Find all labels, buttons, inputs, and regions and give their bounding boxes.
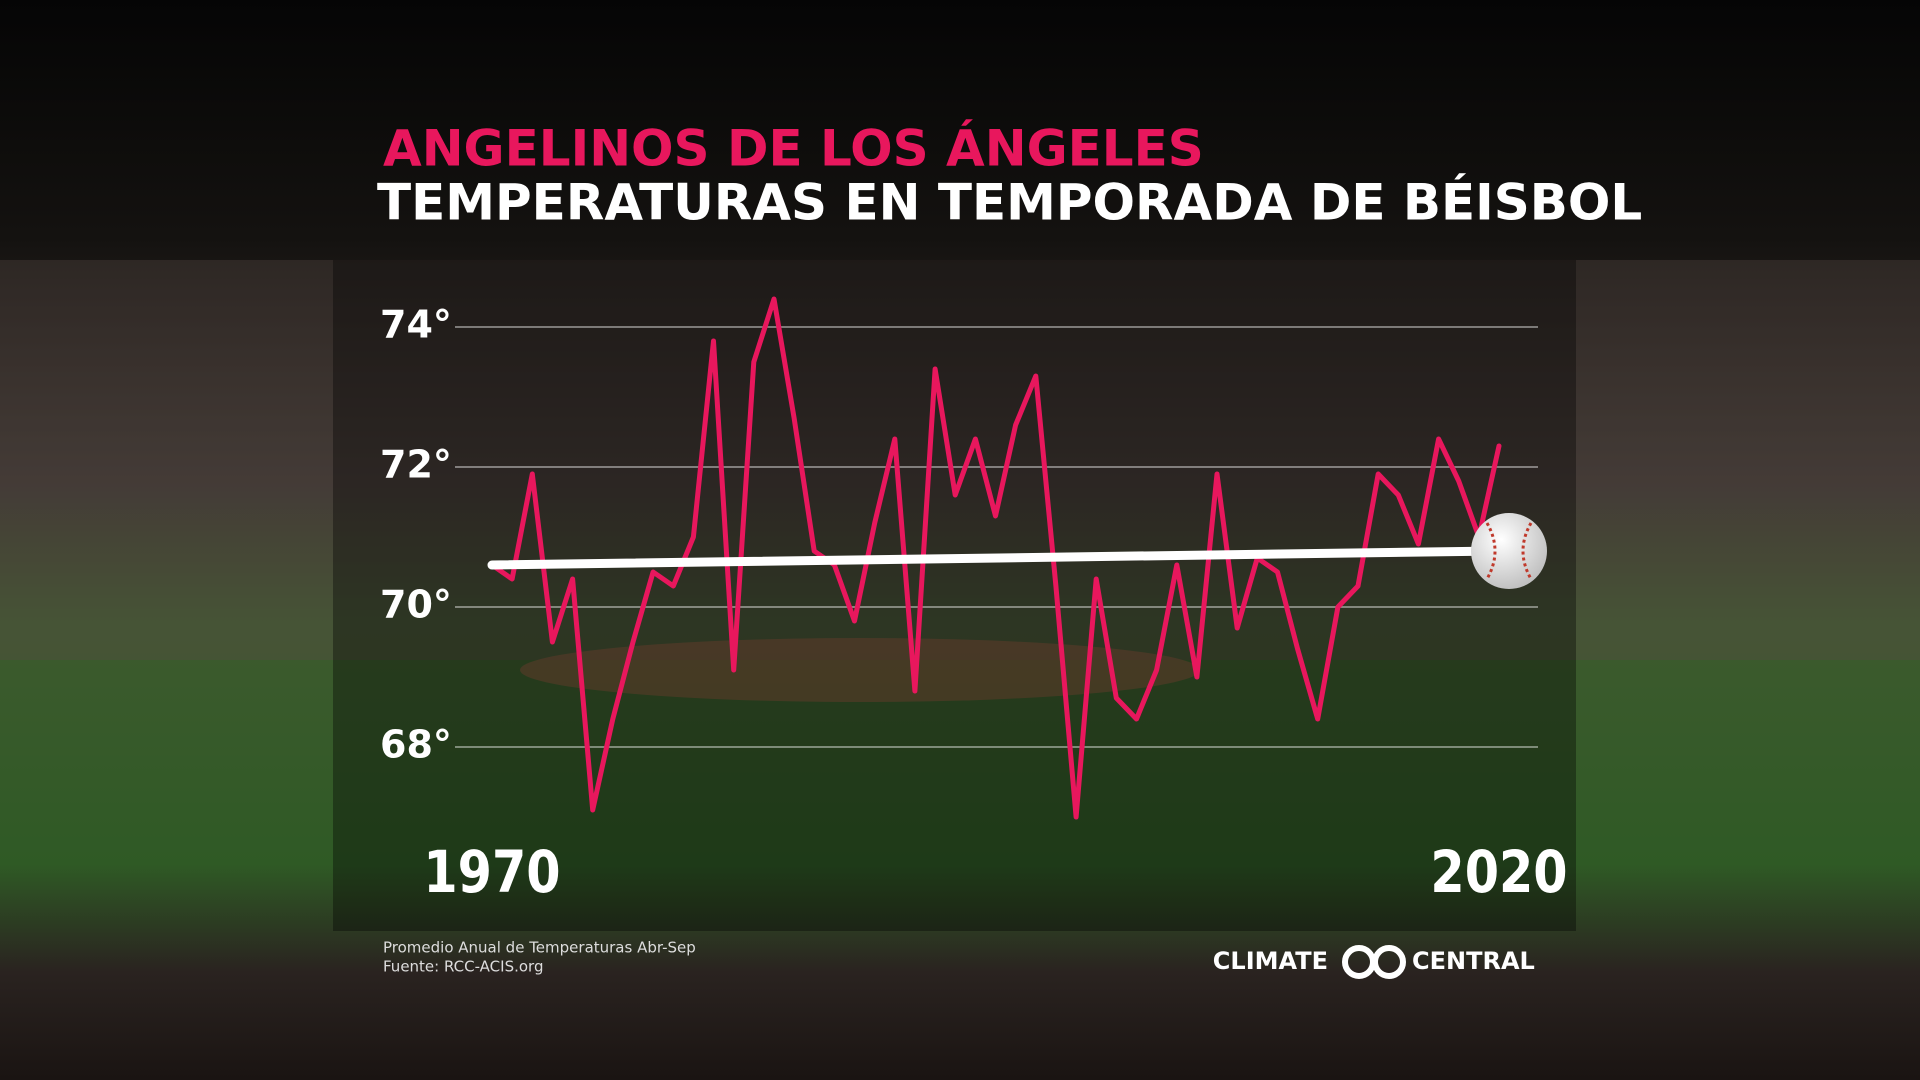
logo-text: CENTRAL [1412, 947, 1535, 975]
y-tick-label: 74° [380, 303, 452, 347]
y-tick-label: 68° [380, 723, 452, 767]
y-tick-label: 72° [380, 443, 452, 487]
trend-line [487, 546, 1504, 570]
chart-panel [333, 260, 1576, 931]
chart-title: ANGELINOS DE LOS ÁNGELES [383, 119, 1204, 178]
logo-text: CLIMATE [1213, 947, 1328, 975]
baseball [1471, 513, 1547, 589]
chart-subtitle: TEMPERATURAS EN TEMPORADA DE BÉISBOL [377, 173, 1642, 232]
logo-icon [1372, 945, 1406, 979]
line [489, 296, 1502, 820]
x-tick-label: 1970 [423, 838, 560, 906]
infield [520, 638, 1200, 702]
note: Fuente: RCC-ACIS.org [383, 958, 543, 976]
x-tick-label: 2020 [1430, 838, 1567, 906]
y-tick-label: 70° [380, 583, 452, 627]
note: Promedio Anual de Temperaturas Abr-Sep [383, 939, 696, 957]
